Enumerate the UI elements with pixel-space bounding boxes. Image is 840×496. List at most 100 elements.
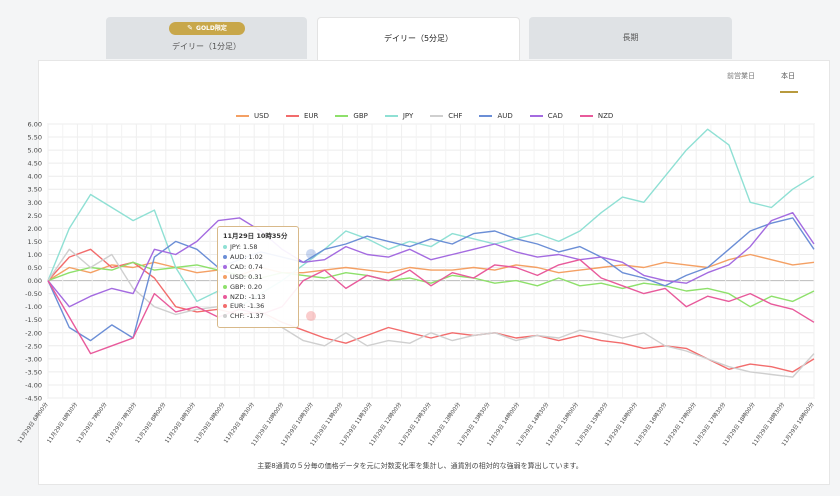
y-tick-label: 2.50 [28,212,42,220]
y-tick-label: -1.50 [25,316,42,324]
x-tick-label: 11月29日 15時00分 [544,400,581,447]
tooltip-value: JPY: 1.58 [230,243,258,251]
tooltip-value: CHF: -1.37 [230,312,264,321]
x-tick-label: 11月29日 7時30分 [104,400,139,445]
x-tick-label: 11月29日 14時00分 [485,400,522,447]
legend-item-cad[interactable]: CAD [529,110,563,122]
legend-swatch [285,115,299,117]
tab-long-term[interactable]: 長期 [529,17,732,59]
legend-label: CAD [547,112,563,120]
tag-icon: ✎ [187,24,194,32]
tab-label: 長期 [622,33,639,42]
y-tick-label: 3.50 [28,186,42,194]
legend-item-eur[interactable]: EUR [285,110,318,122]
x-tick-label: 11月29日 11時00分 [308,400,345,447]
x-tick-label: 11月29日 14時30分 [514,400,551,447]
legend-swatch [479,115,493,117]
series-line-eur [47,248,815,373]
subtab-active-indicator [780,91,798,93]
y-tick-label: 1.00 [28,251,42,259]
tooltip-dot [223,274,227,279]
series-line-nzd [47,259,815,355]
y-tick-label: 6.00 [28,121,42,129]
tooltip-value: CAD: 0.74 [230,262,263,271]
x-tick-label: 11月29日 16時30分 [632,400,669,447]
tab-daily-1min[interactable]: ✎ GOLD限定 デイリー（1分足） [106,17,307,59]
tooltip-dot [223,314,227,319]
tooltip-value: USD: 0.31 [230,272,263,281]
hover-marker [306,311,316,322]
y-tick-label: 0.50 [28,264,42,272]
legend-item-chf[interactable]: CHF [430,110,462,122]
y-tick-label: 4.50 [28,160,42,168]
x-tick-label: 11月29日 7時00分 [74,400,109,445]
legend-swatch [430,115,444,117]
legend-item-usd[interactable]: USD [236,110,269,122]
tooltip-row: CHF: -1.37 [223,312,293,322]
tooltip-row: GBP: 0.20 [223,283,293,293]
subtab-today[interactable]: 本日 [781,72,795,80]
tooltip-value: EUR: -1.36 [230,302,265,311]
x-tick-label: 11月29日 17時30分 [691,400,728,447]
tooltip-value: AUD: 1.02 [230,252,263,261]
y-tick-label: 5.50 [28,134,42,142]
x-tick-label: 11月29日 12時00分 [367,400,404,447]
x-tick-label: 11月29日 19時00分 [779,400,816,447]
subtab-previous-day[interactable]: 前営業日 [727,72,755,80]
legend-label: JPY [402,112,414,120]
tooltip-dot [223,245,227,249]
legend-label: CHF [448,112,463,120]
chart-footnote: 主要8通貨の５分毎の価格データを元に対数変化率を集計し、通貨別の相対的な強弱を算… [257,462,583,470]
y-tick-label: 0.00 [28,277,42,285]
x-tick-label: 11月29日 6時00分 [15,400,50,445]
x-tick-label: 11月29日 12時30分 [396,400,433,447]
legend-swatch [335,115,349,117]
gold-badge: ✎ GOLD限定 [169,22,245,35]
chart-panel [38,60,830,485]
y-tick-label: -0.50 [25,290,42,298]
y-tick-label: -4.50 [25,395,42,403]
series-line-cad [47,211,815,308]
legend-label: NZD [597,112,614,120]
series-line-chf [47,248,815,378]
x-tick-label: 11月29日 11時30分 [337,400,374,447]
tooltip-row: USD: 0.31 [223,273,293,283]
legend-label: GBP [353,112,368,120]
legend-swatch [236,115,249,117]
x-tick-label: 11月29日 18時30分 [750,400,787,447]
tab-daily-5min[interactable]: デイリー（5分足） [317,17,520,61]
tooltip-row: EUR: -1.36 [223,302,293,312]
x-tick-label: 11月29日 13時00分 [426,400,463,447]
chart-legend: USD EUR GBP JPY CHF AUD CAD NZD [236,110,630,122]
series-line-aud [47,217,815,342]
tooltip-dot [223,264,227,269]
tooltip-dot [223,294,227,299]
series-line-jpy [47,128,815,308]
legend-item-aud[interactable]: AUD [479,110,513,122]
tooltip-title: 11月29日 10時35分 [223,232,288,240]
hover-marker [306,248,316,259]
tooltip-value: NZD: -1.13 [230,292,266,301]
y-tick-label: 1.50 [28,238,42,246]
legend-item-nzd[interactable]: NZD [579,110,614,122]
gold-badge-label: GOLD限定 [196,25,227,32]
x-tick-label: 11月29日 10時00分 [249,400,286,447]
tooltip-row: CAD: 0.74 [223,263,293,273]
tooltip-dot [223,254,227,259]
y-tick-label: -4.00 [25,381,42,389]
x-tick-label: 11月29日 15時30分 [573,400,610,447]
x-tick-label: 11月29日 10時30分 [279,400,316,447]
tooltip-value: GBP: 0.20 [230,282,263,291]
legend-swatch [579,115,593,117]
y-tick-label: -3.00 [25,355,42,363]
chart-tooltip: 11月29日 10時35分 JPY: 1.58 AUD: 1.02 CAD: 0.7… [217,226,299,328]
tab-label: デイリー（5分足） [383,34,454,43]
x-tick-label: 11月29日 18時00分 [720,400,757,447]
x-tick-label: 11月29日 9時00分 [192,400,227,445]
tooltip-row: JPY: 1.58 [223,243,293,253]
legend-item-jpy[interactable]: JPY [384,110,414,122]
legend-swatch [384,115,398,117]
legend-item-gbp[interactable]: GBP [335,110,368,122]
x-tick-label: 11月29日 16時00分 [603,400,640,447]
